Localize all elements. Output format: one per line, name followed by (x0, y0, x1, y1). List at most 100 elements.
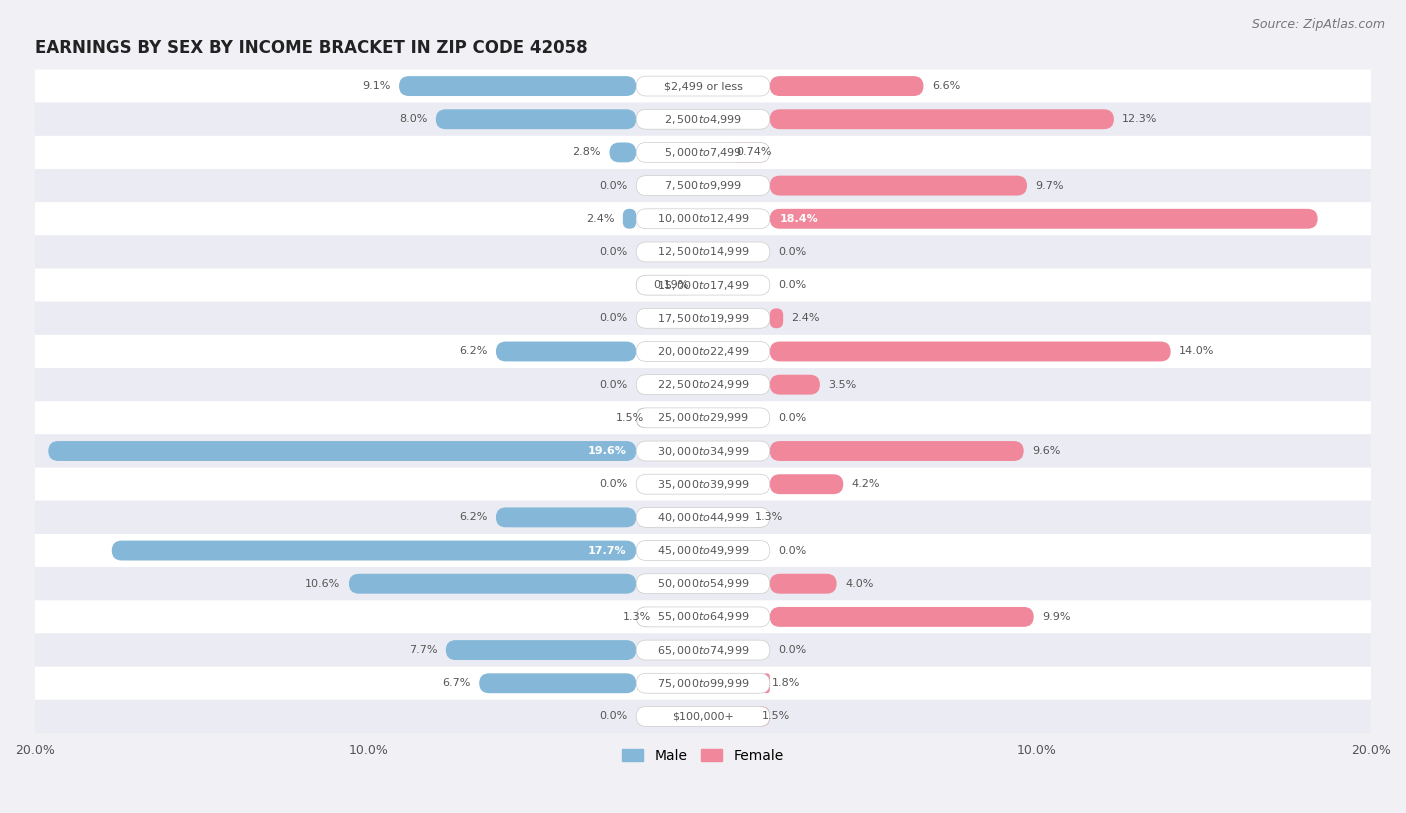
Text: 17.7%: 17.7% (588, 546, 626, 555)
FancyBboxPatch shape (636, 209, 770, 228)
FancyBboxPatch shape (35, 335, 1371, 368)
FancyBboxPatch shape (770, 176, 1026, 196)
FancyBboxPatch shape (754, 706, 770, 726)
FancyBboxPatch shape (399, 76, 636, 96)
FancyBboxPatch shape (636, 308, 770, 328)
Text: 6.6%: 6.6% (932, 81, 960, 91)
FancyBboxPatch shape (636, 408, 770, 428)
FancyBboxPatch shape (35, 235, 1371, 268)
FancyBboxPatch shape (636, 474, 770, 494)
Text: 0.0%: 0.0% (778, 413, 807, 423)
Text: 18.4%: 18.4% (780, 214, 818, 224)
FancyBboxPatch shape (770, 341, 1171, 362)
Text: 1.3%: 1.3% (755, 512, 783, 523)
FancyBboxPatch shape (636, 673, 770, 693)
FancyBboxPatch shape (496, 341, 636, 362)
FancyBboxPatch shape (35, 402, 1371, 434)
FancyBboxPatch shape (111, 541, 636, 560)
Text: 1.5%: 1.5% (616, 413, 644, 423)
Text: $40,000 to $44,999: $40,000 to $44,999 (657, 511, 749, 524)
FancyBboxPatch shape (609, 142, 636, 163)
Text: 4.2%: 4.2% (852, 479, 880, 489)
Text: $2,500 to $4,999: $2,500 to $4,999 (664, 113, 742, 126)
FancyBboxPatch shape (436, 109, 636, 129)
Text: 0.0%: 0.0% (778, 645, 807, 655)
Text: 6.2%: 6.2% (460, 346, 488, 356)
FancyBboxPatch shape (770, 308, 783, 328)
FancyBboxPatch shape (35, 202, 1371, 235)
FancyBboxPatch shape (35, 368, 1371, 402)
FancyBboxPatch shape (496, 507, 636, 528)
Text: $17,500 to $19,999: $17,500 to $19,999 (657, 312, 749, 325)
FancyBboxPatch shape (636, 706, 770, 726)
FancyBboxPatch shape (747, 507, 770, 528)
Text: $35,000 to $39,999: $35,000 to $39,999 (657, 478, 749, 491)
FancyBboxPatch shape (770, 441, 1024, 461)
Legend: Male, Female: Male, Female (617, 743, 789, 768)
Text: 0.0%: 0.0% (778, 280, 807, 290)
FancyBboxPatch shape (35, 69, 1371, 102)
FancyBboxPatch shape (636, 541, 770, 560)
Text: $2,499 or less: $2,499 or less (664, 81, 742, 91)
Text: 9.6%: 9.6% (1032, 446, 1060, 456)
Text: $30,000 to $34,999: $30,000 to $34,999 (657, 445, 749, 458)
FancyBboxPatch shape (349, 574, 636, 593)
Text: $100,000+: $100,000+ (672, 711, 734, 721)
Text: $10,000 to $12,499: $10,000 to $12,499 (657, 212, 749, 225)
Text: 8.0%: 8.0% (399, 115, 427, 124)
FancyBboxPatch shape (623, 209, 636, 228)
Text: 19.6%: 19.6% (588, 446, 626, 456)
FancyBboxPatch shape (763, 673, 770, 693)
FancyBboxPatch shape (35, 268, 1371, 302)
Text: 0.0%: 0.0% (599, 380, 628, 389)
FancyBboxPatch shape (770, 375, 820, 394)
Text: 0.0%: 0.0% (778, 247, 807, 257)
Text: 0.0%: 0.0% (599, 313, 628, 324)
FancyBboxPatch shape (636, 607, 659, 627)
Text: $22,500 to $24,999: $22,500 to $24,999 (657, 378, 749, 391)
FancyBboxPatch shape (636, 176, 770, 196)
FancyBboxPatch shape (636, 142, 770, 163)
FancyBboxPatch shape (35, 136, 1371, 169)
FancyBboxPatch shape (35, 169, 1371, 202)
Text: 0.0%: 0.0% (599, 180, 628, 190)
Text: 0.0%: 0.0% (599, 247, 628, 257)
Text: $75,000 to $99,999: $75,000 to $99,999 (657, 676, 749, 689)
FancyBboxPatch shape (636, 574, 770, 593)
FancyBboxPatch shape (636, 76, 770, 96)
FancyBboxPatch shape (35, 567, 1371, 600)
FancyBboxPatch shape (446, 640, 636, 660)
FancyBboxPatch shape (35, 467, 1371, 501)
FancyBboxPatch shape (35, 700, 1371, 733)
Text: $7,500 to $9,999: $7,500 to $9,999 (664, 179, 742, 192)
FancyBboxPatch shape (770, 76, 924, 96)
FancyBboxPatch shape (636, 607, 770, 627)
Text: 9.9%: 9.9% (1042, 612, 1070, 622)
Text: 0.74%: 0.74% (737, 147, 772, 158)
Text: $55,000 to $64,999: $55,000 to $64,999 (657, 611, 749, 624)
Text: $25,000 to $29,999: $25,000 to $29,999 (657, 411, 749, 424)
Text: $12,500 to $14,999: $12,500 to $14,999 (657, 246, 749, 259)
FancyBboxPatch shape (770, 607, 1033, 627)
Text: 3.5%: 3.5% (828, 380, 856, 389)
FancyBboxPatch shape (35, 501, 1371, 534)
Text: $50,000 to $54,999: $50,000 to $54,999 (657, 577, 749, 590)
Text: 0.0%: 0.0% (599, 479, 628, 489)
Text: 14.0%: 14.0% (1180, 346, 1215, 356)
FancyBboxPatch shape (636, 109, 770, 129)
Text: $65,000 to $74,999: $65,000 to $74,999 (657, 644, 749, 657)
FancyBboxPatch shape (35, 534, 1371, 567)
FancyBboxPatch shape (728, 142, 770, 163)
FancyBboxPatch shape (35, 600, 1371, 633)
Text: EARNINGS BY SEX BY INCOME BRACKET IN ZIP CODE 42058: EARNINGS BY SEX BY INCOME BRACKET IN ZIP… (35, 39, 588, 58)
Text: $15,000 to $17,499: $15,000 to $17,499 (657, 279, 749, 292)
FancyBboxPatch shape (770, 574, 837, 593)
FancyBboxPatch shape (48, 441, 636, 461)
FancyBboxPatch shape (636, 341, 770, 362)
FancyBboxPatch shape (636, 275, 770, 295)
Text: 12.3%: 12.3% (1122, 115, 1157, 124)
FancyBboxPatch shape (35, 667, 1371, 700)
Text: 4.0%: 4.0% (845, 579, 873, 589)
Text: 1.5%: 1.5% (762, 711, 790, 721)
Text: $45,000 to $49,999: $45,000 to $49,999 (657, 544, 749, 557)
